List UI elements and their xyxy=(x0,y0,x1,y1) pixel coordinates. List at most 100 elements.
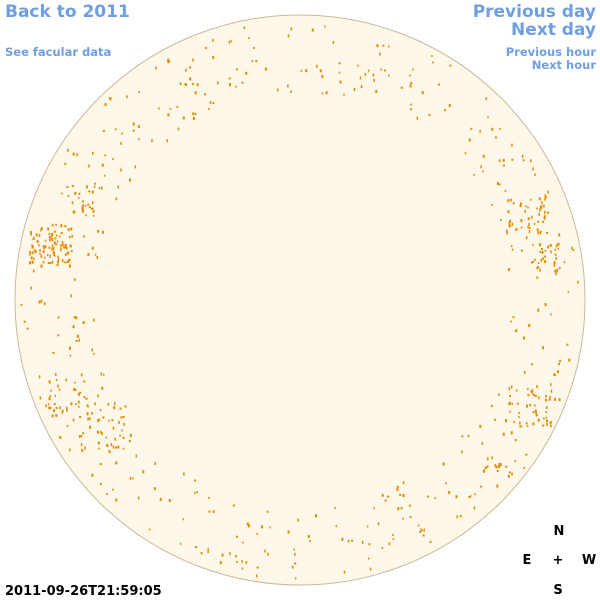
facula xyxy=(68,264,71,268)
facula xyxy=(169,107,172,110)
next-hour-link[interactable]: Next hour xyxy=(532,58,597,72)
facula xyxy=(245,71,248,75)
facula xyxy=(43,246,45,249)
facula xyxy=(113,406,116,410)
facula xyxy=(527,206,529,209)
facula xyxy=(507,199,510,203)
facula xyxy=(544,214,546,218)
facula xyxy=(53,403,56,406)
facula xyxy=(515,227,518,231)
facula xyxy=(555,257,557,261)
facula xyxy=(361,540,364,544)
facula xyxy=(553,373,555,376)
facula xyxy=(72,210,75,214)
facula xyxy=(102,416,105,419)
facula xyxy=(32,269,35,273)
facula xyxy=(167,113,170,117)
facula xyxy=(61,192,63,195)
facula xyxy=(54,237,57,240)
next-day-link[interactable]: Next day xyxy=(511,20,596,40)
facula xyxy=(353,88,356,91)
facula xyxy=(84,446,86,450)
compass-north: N xyxy=(554,524,565,539)
facula xyxy=(571,246,573,250)
facula xyxy=(558,267,561,270)
facula xyxy=(544,303,547,307)
facula xyxy=(82,200,84,203)
facula xyxy=(431,55,433,57)
facula xyxy=(32,238,35,240)
facula xyxy=(519,421,521,425)
facula xyxy=(511,472,513,476)
facula xyxy=(542,346,545,350)
solar-disk xyxy=(14,14,586,586)
facula xyxy=(400,86,403,89)
facula xyxy=(229,552,231,556)
facula xyxy=(109,97,112,101)
facula xyxy=(410,103,412,106)
facula xyxy=(78,192,81,195)
facula xyxy=(248,524,250,528)
facula xyxy=(115,197,118,201)
facula xyxy=(537,266,540,269)
facula xyxy=(67,252,70,255)
facula xyxy=(44,256,46,259)
facula xyxy=(499,183,501,186)
facula xyxy=(241,81,244,84)
facula xyxy=(97,419,100,423)
facula xyxy=(515,389,518,392)
facula xyxy=(332,40,335,44)
facula xyxy=(100,372,102,376)
facula xyxy=(195,546,198,549)
facula xyxy=(51,238,54,242)
previous-day-link[interactable]: Previous day xyxy=(473,2,596,22)
facula xyxy=(101,163,104,167)
facula xyxy=(176,105,179,108)
facula xyxy=(31,244,34,247)
facula xyxy=(117,185,120,189)
facula xyxy=(49,406,52,410)
facula xyxy=(101,230,104,234)
facula xyxy=(429,540,432,543)
previous-hour-link[interactable]: Previous hour xyxy=(506,45,597,59)
facula xyxy=(114,402,116,406)
facular-link[interactable]: See facular data xyxy=(5,45,111,59)
facula xyxy=(351,539,353,542)
facula xyxy=(61,410,64,414)
facula xyxy=(549,421,552,424)
facula xyxy=(128,440,131,442)
facula xyxy=(66,246,68,250)
facula xyxy=(295,577,297,580)
facula xyxy=(120,168,122,172)
facula xyxy=(38,375,41,379)
facula xyxy=(33,257,35,260)
facula xyxy=(487,116,489,119)
facula xyxy=(524,370,526,374)
facula xyxy=(557,242,560,246)
facula xyxy=(480,165,482,169)
facula xyxy=(266,510,269,513)
facula xyxy=(535,412,537,415)
facula xyxy=(34,250,37,254)
facula xyxy=(75,403,77,406)
facula xyxy=(384,499,387,502)
facula xyxy=(70,250,73,253)
facula xyxy=(409,84,412,88)
facula xyxy=(368,543,371,546)
facula xyxy=(498,462,501,466)
back-link[interactable]: Back to 2011 xyxy=(5,2,130,22)
facula xyxy=(122,436,125,439)
facula xyxy=(208,510,211,513)
facula xyxy=(483,469,485,473)
facula xyxy=(79,416,82,418)
facula xyxy=(114,437,116,441)
facula xyxy=(75,388,77,391)
facula xyxy=(515,329,518,333)
facula xyxy=(123,422,125,426)
facula xyxy=(550,383,552,387)
facula xyxy=(42,261,45,264)
facula xyxy=(427,495,429,498)
facula xyxy=(553,261,556,265)
facula xyxy=(572,249,575,252)
compass-center: + xyxy=(553,553,564,568)
